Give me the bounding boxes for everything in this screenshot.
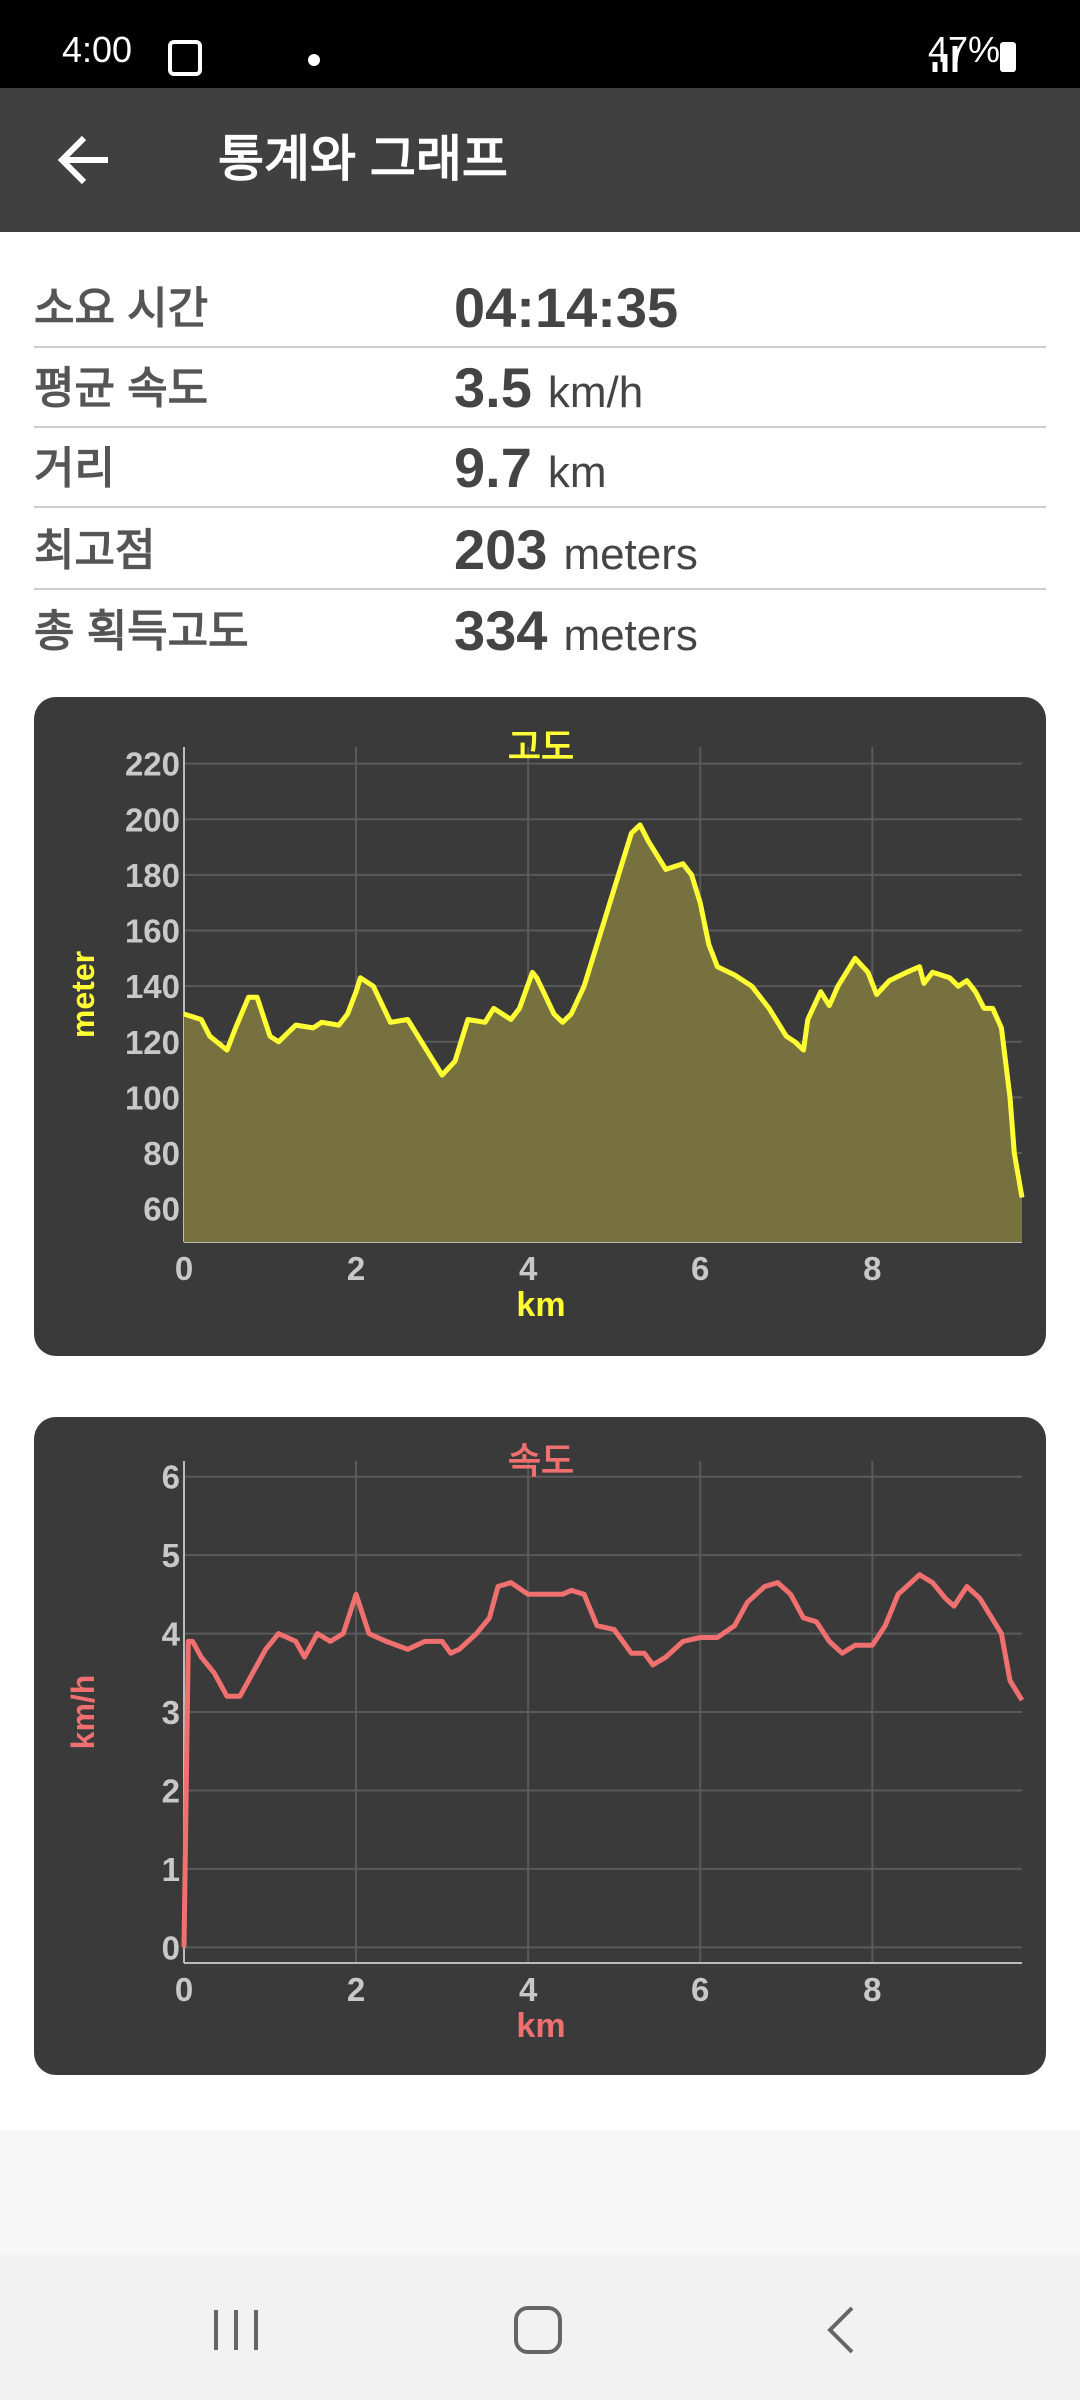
y-tick-label: 3 [162, 1694, 180, 1731]
stat-label: 총 획득고도 [34, 607, 249, 656]
nav-back[interactable] [827, 2306, 854, 2354]
y-tick-label: 160 [125, 913, 180, 950]
y-tick-label: 200 [125, 801, 180, 838]
y-tick-label: 0 [162, 1929, 180, 1966]
x-tick-label: 8 [863, 1971, 881, 2008]
x-axis-label: km [516, 1286, 565, 1324]
x-tick-label: 4 [519, 1971, 538, 2008]
status-battery: 47% [928, 29, 1000, 70]
stat-value: 9.7 km [454, 436, 607, 499]
y-tick-label: 2 [162, 1772, 180, 1809]
back-button[interactable] [57, 135, 108, 185]
stat-label: 거리 [34, 444, 115, 493]
y-tick-label: 80 [143, 1135, 180, 1172]
stat-label: 평균 속도 [34, 364, 208, 413]
stat-unit: km/h [548, 368, 643, 417]
y-axis-label: km/h [65, 1675, 101, 1750]
line [183, 822, 1025, 1198]
app-title: 통계와 그래프 [218, 131, 508, 187]
stat-value: 04:14:35 [454, 276, 678, 339]
stat-value: 334 meters [454, 599, 698, 662]
chart-title: 고도 [508, 726, 574, 767]
x-tick-label: 2 [347, 1250, 365, 1287]
stat-value: 203 meters [454, 518, 698, 581]
x-tick-label: 2 [347, 1971, 365, 2008]
x-tick-label: 4 [519, 1250, 538, 1287]
status-time: 4:00 [62, 29, 132, 70]
stat-number: 9.7 [454, 436, 532, 499]
footer-space [0, 2130, 1080, 2255]
x-tick-label: 6 [691, 1250, 709, 1287]
stat-value: 3.5 km/h [454, 356, 643, 419]
line [181, 1572, 1025, 1948]
y-tick-label: 120 [125, 1024, 180, 1061]
x-tick-label: 8 [863, 1250, 881, 1287]
battery-icon [1000, 42, 1016, 72]
y-tick-label: 180 [125, 857, 180, 894]
y-tick-label: 140 [125, 968, 180, 1005]
chart-card [34, 1417, 1046, 2075]
x-tick-label: 6 [691, 1971, 709, 2008]
nav-bar [0, 2255, 1080, 2400]
y-tick-label: 100 [125, 1079, 180, 1116]
stat-label: 최고점 [34, 526, 155, 575]
notification-dot [308, 54, 320, 66]
y-axis-label: meter [65, 951, 101, 1038]
y-tick-label: 1 [162, 1851, 180, 1888]
stat-unit: km [548, 448, 607, 497]
status-bar [0, 0, 1080, 88]
y-tick-label: 4 [162, 1616, 181, 1653]
stat-unit: meters [563, 530, 697, 579]
y-tick-label: 220 [125, 746, 180, 783]
signal-icon [932, 46, 958, 72]
stat-number: 203 [454, 518, 547, 581]
x-tick-label: 0 [175, 1971, 193, 2008]
stat-number: 334 [454, 599, 547, 662]
gallery-icon [168, 40, 202, 76]
y-tick-label: 6 [162, 1459, 180, 1496]
stat-label: 소요 시간 [34, 284, 208, 333]
stat-number: 3.5 [454, 356, 532, 419]
x-tick-label: 0 [175, 1250, 193, 1287]
stat-number: 04:14:35 [454, 276, 678, 339]
y-tick-label: 60 [143, 1191, 180, 1228]
x-axis-label: km [516, 2007, 565, 2045]
nav-recents[interactable] [214, 2310, 258, 2350]
nav-home[interactable] [514, 2306, 562, 2354]
y-tick-label: 5 [162, 1537, 180, 1574]
stat-unit: meters [563, 611, 697, 660]
app-bar [0, 88, 1080, 232]
chart-title: 속도 [508, 1440, 574, 1481]
area-fill [184, 824, 1022, 1242]
